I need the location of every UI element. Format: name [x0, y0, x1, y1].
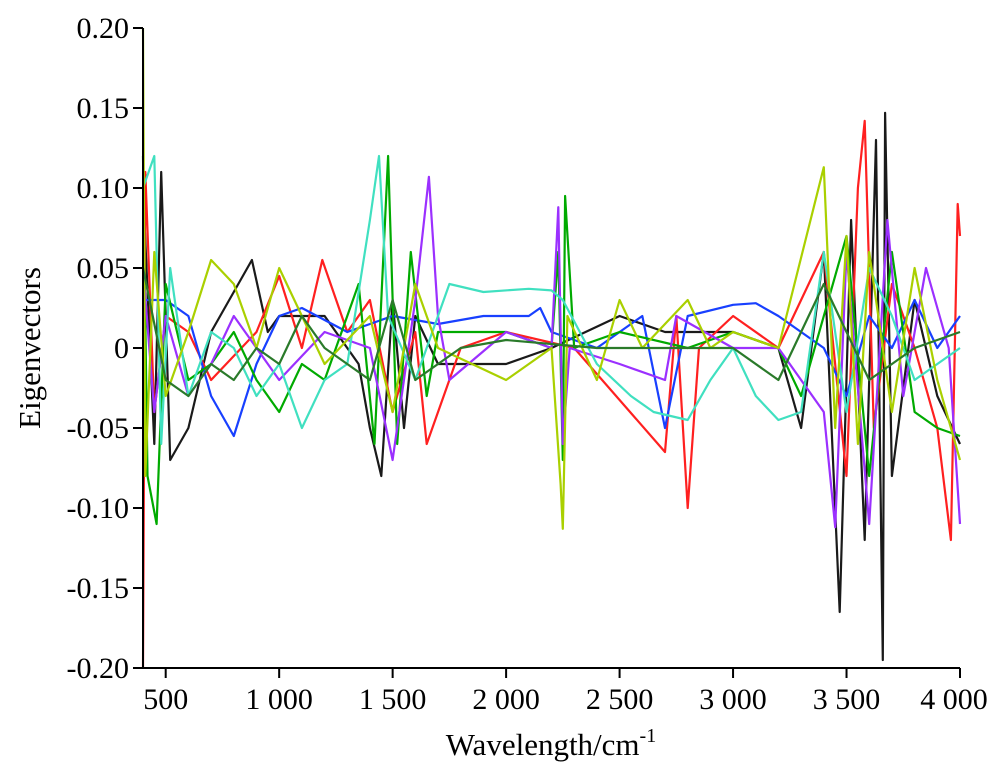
x-tick-label: 3 000: [699, 683, 767, 716]
y-tick-label: -0.20: [67, 652, 130, 685]
y-tick-label: 0.10: [77, 172, 130, 205]
x-tick-label: 2 000: [472, 683, 540, 716]
y-tick-label: -0.05: [67, 412, 130, 445]
x-tick-label: 1 500: [359, 683, 427, 716]
x-tick-label: 500: [143, 683, 188, 716]
series-line-7: [141, 27, 962, 530]
series-line-6: [141, 154, 961, 446]
x-tick-label: 4 000: [920, 683, 988, 716]
series-line-5: [141, 175, 962, 529]
x-axis-title-superscript: -1: [640, 725, 657, 747]
x-tick-label: 3 500: [813, 683, 881, 716]
y-tick-label: -0.10: [67, 492, 130, 525]
y-tick-label: 0.05: [77, 252, 130, 285]
y-axis-title: Eigenvectors: [12, 267, 47, 429]
x-tick-label: 1 000: [245, 683, 313, 716]
x-axis-title-text: Wavelength/cm: [446, 727, 640, 762]
x-axis-title: Wavelength/cm-1: [446, 725, 656, 762]
x-tick-label: 2 500: [586, 683, 654, 716]
x-axis-ticks: 500 1 000 1 500 2 000 2 500 3 000 3 500 4 000: [143, 668, 988, 716]
y-tick-label: 0: [114, 332, 129, 365]
y-tick-label: 0.20: [77, 12, 130, 45]
series-line-8: [141, 267, 961, 398]
y-tick-label: -0.15: [67, 572, 130, 605]
y-tick-label: 0.15: [77, 92, 130, 125]
series-layer: [141, 27, 962, 669]
y-axis-ticks: 0.20 0.15 0.10 0.05 0 -0.05 -0.10 -0.15 -0.20: [67, 12, 143, 685]
